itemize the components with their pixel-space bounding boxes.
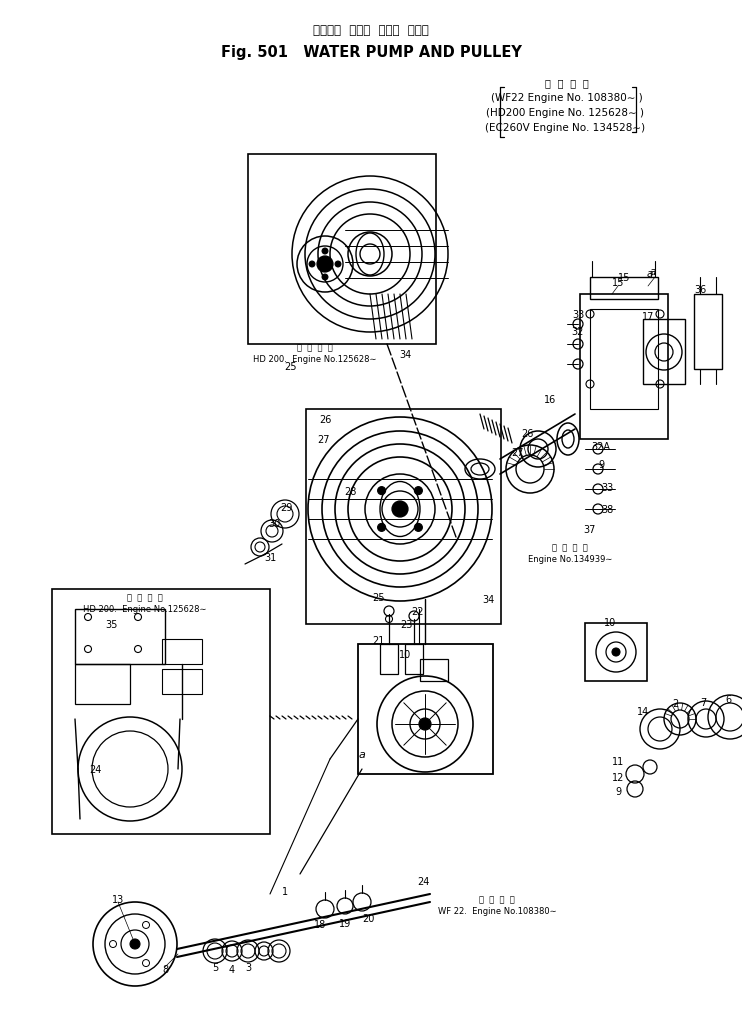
Text: 30: 30: [268, 519, 280, 529]
Text: a: a: [650, 267, 656, 277]
Text: 23: 23: [400, 620, 413, 630]
Text: 15: 15: [618, 273, 630, 282]
Text: 12: 12: [612, 772, 624, 783]
Text: 15: 15: [612, 278, 624, 287]
Text: 16: 16: [544, 394, 556, 405]
Text: 3: 3: [245, 962, 251, 972]
Text: 29: 29: [280, 502, 292, 513]
Bar: [585, 624, 647, 682]
Circle shape: [309, 262, 315, 268]
Text: Fig. 501   WATER PUMP AND PULLEY: Fig. 501 WATER PUMP AND PULLEY: [220, 45, 522, 59]
Text: 8: 8: [162, 964, 168, 974]
Text: 適  用  号  機: 適 用 号 機: [552, 543, 588, 552]
Text: 34: 34: [482, 594, 494, 604]
Text: 適  用  号  機: 適 用 号 機: [545, 77, 589, 88]
Text: 20: 20: [362, 913, 374, 923]
Text: Engine No.134939∼: Engine No.134939∼: [528, 555, 612, 564]
Text: 2: 2: [672, 698, 678, 708]
Circle shape: [378, 524, 386, 532]
Circle shape: [612, 648, 620, 656]
Bar: [248, 155, 436, 344]
Text: 25: 25: [372, 592, 384, 602]
Text: HD 200.  Engine No.125628∼: HD 200. Engine No.125628∼: [83, 605, 207, 613]
Text: 24: 24: [90, 764, 102, 774]
Circle shape: [335, 262, 341, 268]
Text: 24: 24: [417, 876, 429, 887]
Circle shape: [322, 275, 328, 280]
Text: 26: 26: [319, 415, 331, 425]
Text: 13: 13: [112, 894, 124, 904]
Text: 27: 27: [512, 447, 525, 458]
Circle shape: [392, 501, 408, 518]
Text: 18: 18: [314, 919, 326, 929]
Text: 21: 21: [372, 636, 384, 645]
Text: 5: 5: [212, 962, 218, 972]
Circle shape: [378, 487, 386, 495]
Text: (EC260V Engine No. 134528∼): (EC260V Engine No. 134528∼): [485, 123, 645, 132]
Text: (WF22 Engine No. 108380∼ ): (WF22 Engine No. 108380∼ ): [491, 93, 643, 103]
Text: 25: 25: [283, 362, 296, 372]
Text: 32A: 32A: [591, 441, 611, 451]
Text: 7: 7: [700, 697, 706, 707]
Text: 36: 36: [694, 284, 706, 294]
Text: 1: 1: [282, 887, 288, 896]
Text: 31: 31: [264, 552, 276, 562]
Bar: [306, 410, 501, 625]
Bar: [52, 589, 270, 835]
Text: 37: 37: [584, 525, 596, 535]
Text: 14: 14: [637, 706, 649, 716]
Text: (HD200 Engine No. 125628∼ ): (HD200 Engine No. 125628∼ ): [486, 108, 644, 118]
Text: 9: 9: [598, 460, 604, 470]
Text: 38: 38: [601, 504, 613, 515]
Text: 11: 11: [612, 756, 624, 766]
Circle shape: [130, 940, 140, 949]
Bar: [162, 669, 202, 694]
Text: 適  用  号  機: 適 用 号 機: [297, 343, 333, 353]
Circle shape: [317, 257, 333, 273]
Circle shape: [322, 249, 328, 255]
Text: 27: 27: [317, 434, 329, 444]
Text: 32: 32: [572, 327, 584, 336]
Text: 33: 33: [601, 483, 613, 492]
Bar: [580, 294, 668, 439]
Bar: [643, 320, 685, 384]
Text: 26: 26: [521, 429, 533, 438]
Bar: [162, 639, 202, 664]
Bar: [75, 664, 130, 704]
Bar: [405, 644, 423, 675]
Text: 28: 28: [344, 486, 356, 496]
Text: 適  用  号  機: 適 用 号 機: [127, 593, 163, 602]
Text: 9: 9: [615, 787, 621, 796]
Text: 6: 6: [725, 694, 731, 704]
Text: HD 200.  Engine No.125628∼: HD 200. Engine No.125628∼: [253, 356, 377, 364]
Text: a: a: [647, 269, 653, 279]
Text: 4: 4: [229, 964, 235, 974]
Bar: [380, 644, 398, 675]
Bar: [694, 294, 722, 370]
Text: ウオータ  ポンプ  および  プーリ: ウオータ ポンプ および プーリ: [313, 23, 429, 37]
Bar: [590, 278, 658, 300]
Bar: [420, 659, 448, 682]
Circle shape: [419, 718, 431, 731]
Bar: [590, 310, 658, 410]
Text: a: a: [358, 749, 366, 759]
Text: 17: 17: [642, 312, 654, 322]
Text: 19: 19: [339, 918, 351, 928]
Text: 35: 35: [105, 620, 118, 630]
Text: 34: 34: [399, 350, 411, 360]
Circle shape: [414, 524, 422, 532]
Text: 22: 22: [412, 606, 424, 616]
Bar: [358, 644, 493, 774]
Bar: [75, 609, 165, 664]
Text: WF 22.  Engine No.108380∼: WF 22. Engine No.108380∼: [438, 907, 556, 916]
Text: 33: 33: [572, 310, 584, 320]
Text: 10: 10: [399, 649, 411, 659]
Circle shape: [414, 487, 422, 495]
Text: 10: 10: [604, 618, 616, 628]
Text: 適  用  号  機: 適 用 号 機: [479, 895, 515, 904]
